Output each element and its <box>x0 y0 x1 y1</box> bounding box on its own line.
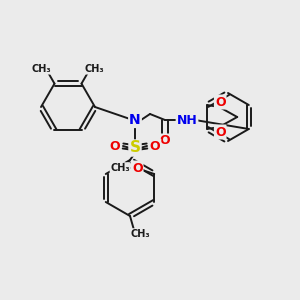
Text: NH: NH <box>177 113 197 127</box>
Text: CH₃: CH₃ <box>130 229 150 239</box>
Text: O: O <box>110 140 120 152</box>
Text: O: O <box>215 125 226 139</box>
Text: O: O <box>215 95 226 109</box>
Text: O: O <box>150 140 160 152</box>
Text: CH₃: CH₃ <box>32 64 51 74</box>
Text: O: O <box>132 161 142 175</box>
Text: N: N <box>129 113 141 127</box>
Text: CH₃: CH₃ <box>110 163 130 173</box>
Text: S: S <box>130 140 140 155</box>
Text: O: O <box>160 134 170 148</box>
Text: CH₃: CH₃ <box>85 64 104 74</box>
